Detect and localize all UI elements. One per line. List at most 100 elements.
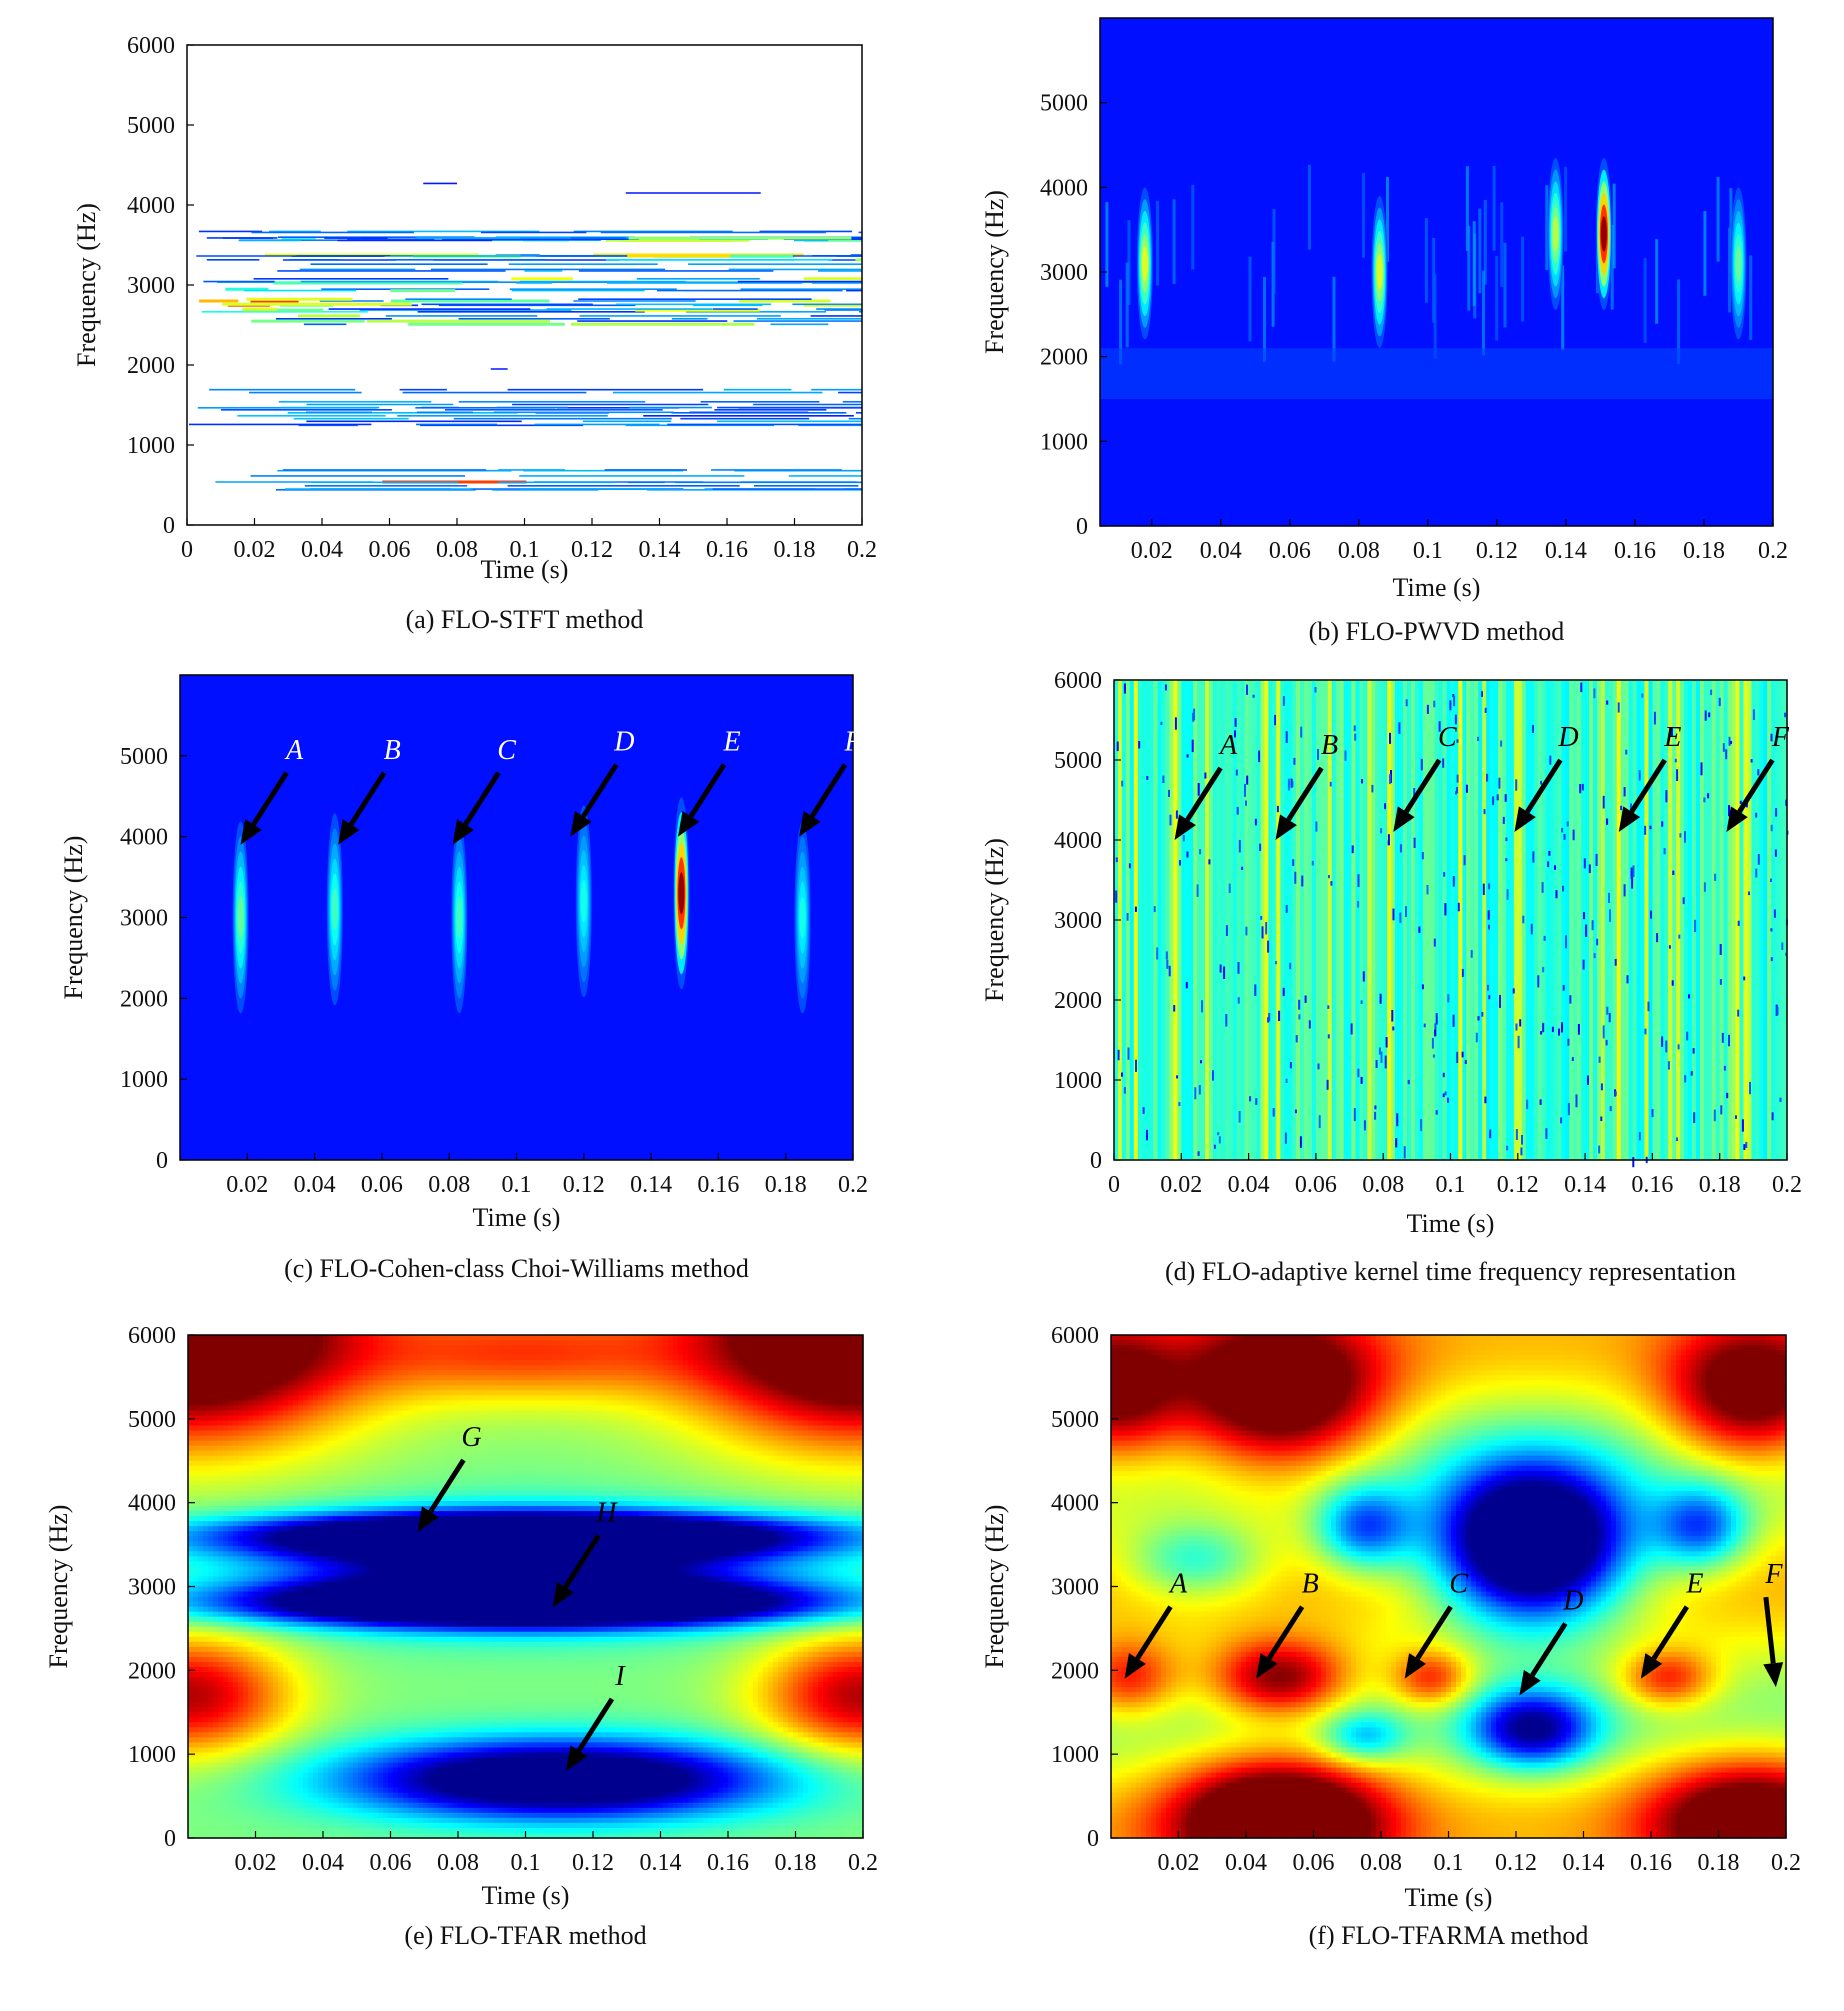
stripe <box>1739 680 1745 1160</box>
noise-dot <box>1539 1099 1542 1105</box>
noise-dot <box>1517 1035 1520 1049</box>
stripe <box>1703 680 1709 1160</box>
noise-dot <box>1566 821 1569 827</box>
noise-dot <box>1444 903 1447 916</box>
noise-dot <box>1626 975 1629 984</box>
noise-dot <box>1178 1102 1181 1106</box>
stripe <box>1695 680 1701 1160</box>
x-tick-label: 0.14 <box>639 537 681 563</box>
stripe <box>1466 680 1471 1160</box>
noise-dot <box>1532 851 1535 863</box>
stripe <box>1478 680 1483 1160</box>
annotation-arrow-e-head <box>678 811 700 837</box>
energy-streak <box>1655 239 1659 324</box>
noise-dot <box>1739 800 1742 804</box>
noise-dot <box>1728 1034 1730 1047</box>
noise-dot <box>1609 909 1611 922</box>
hotspot <box>1371 196 1388 348</box>
y-tick-label: 4000 <box>127 193 175 219</box>
noise-dot <box>1575 1094 1578 1108</box>
annotation-arrow-b-head <box>338 819 360 845</box>
y-tick-label: 4000 <box>120 825 168 851</box>
annotations-c: A B C D E F <box>240 727 862 845</box>
x-tick-label: 0.12 <box>1495 1850 1537 1876</box>
y-axis-label: Frequency (Hz) <box>980 190 1009 354</box>
y-tick-label: 4000 <box>1051 1491 1099 1517</box>
noise-dot <box>1435 1110 1438 1115</box>
noise-dot <box>1630 803 1632 810</box>
energy-streak <box>1503 242 1507 328</box>
noise-dot <box>1166 959 1169 969</box>
stripe <box>1351 680 1357 1160</box>
noise-dot <box>1456 1051 1459 1063</box>
hotspot <box>1595 157 1612 310</box>
x-tick-label: 0.14 <box>1564 1172 1606 1198</box>
noise-dot <box>1392 1026 1395 1031</box>
stripe <box>1763 680 1768 1160</box>
stripe <box>1541 680 1547 1160</box>
energy-streak <box>1125 262 1129 348</box>
stripe <box>1454 680 1460 1160</box>
panel-caption: (a) FLO-STFT method <box>406 605 644 634</box>
stripe <box>1525 680 1531 1160</box>
panel-caption: (c) FLO-Cohen-class Choi-Williams method <box>284 1254 749 1283</box>
stripe <box>1300 680 1305 1160</box>
x-tick-label: 0.2 <box>848 1850 878 1876</box>
annotation-label-e: E <box>1685 1569 1703 1600</box>
noise-dot <box>1720 1105 1723 1115</box>
annotation-arrow-b-shaft <box>1266 1605 1305 1660</box>
noise-dot <box>1380 828 1383 834</box>
noise-dot <box>1442 1072 1445 1078</box>
stripe <box>1304 680 1309 1160</box>
annotation-arrow-d-head <box>1514 806 1536 832</box>
noise-dot <box>1396 1113 1399 1127</box>
stripe <box>1486 680 1491 1160</box>
noise-dot <box>1520 1147 1523 1156</box>
noise-dot <box>1199 849 1202 855</box>
noise-dot <box>1515 1023 1518 1031</box>
stripe <box>1589 680 1594 1160</box>
hotspot <box>1730 187 1747 340</box>
noise-dot <box>1447 1097 1449 1103</box>
noise-dot <box>1291 780 1294 787</box>
noise-dot <box>1638 1132 1641 1141</box>
noise-dot <box>1708 712 1711 718</box>
stripe <box>1676 680 1681 1160</box>
noise-dot <box>1294 871 1297 884</box>
stripe <box>1181 680 1186 1160</box>
stripe <box>1474 680 1479 1160</box>
noise-dot <box>1502 816 1505 824</box>
stripe <box>1612 680 1618 1160</box>
noise-dot <box>1234 730 1236 738</box>
noise-dot <box>1569 995 1572 1004</box>
energy-streak <box>1332 276 1336 362</box>
noise-dot <box>1582 959 1585 970</box>
noise-dot <box>1294 1109 1297 1114</box>
stripe <box>1359 680 1365 1160</box>
noise-dot <box>1357 901 1360 908</box>
noise-dot <box>1121 1072 1123 1077</box>
noise-dot <box>1676 769 1679 781</box>
stripe <box>1731 680 1737 1160</box>
annotation-arrow-a-head <box>240 819 262 845</box>
panel-caption: (d) FLO-adaptive kernel time frequency r… <box>1165 1257 1736 1286</box>
noise-dot <box>1688 994 1690 999</box>
annotations-e: G H I <box>417 1422 626 1771</box>
noise-dot <box>1602 795 1605 809</box>
energy-streak <box>1643 258 1647 343</box>
noise-dot <box>1194 1087 1197 1100</box>
noise-dot <box>1623 787 1626 797</box>
noise-dot <box>1223 966 1226 979</box>
noise-dot <box>1773 909 1776 918</box>
noise-dot <box>1353 725 1356 732</box>
y-tick-label: 1000 <box>1040 429 1088 455</box>
noise-dot <box>1779 1097 1782 1102</box>
noise-dot <box>1749 1081 1751 1095</box>
stripe <box>1395 680 1400 1160</box>
annotation-label-b: B <box>1302 1569 1319 1600</box>
y-tick-label: 3000 <box>120 906 168 932</box>
noise-dot <box>1505 858 1508 862</box>
stripe <box>1771 680 1776 1160</box>
noise-dot <box>1391 1010 1394 1022</box>
noise-dot <box>1456 774 1459 783</box>
